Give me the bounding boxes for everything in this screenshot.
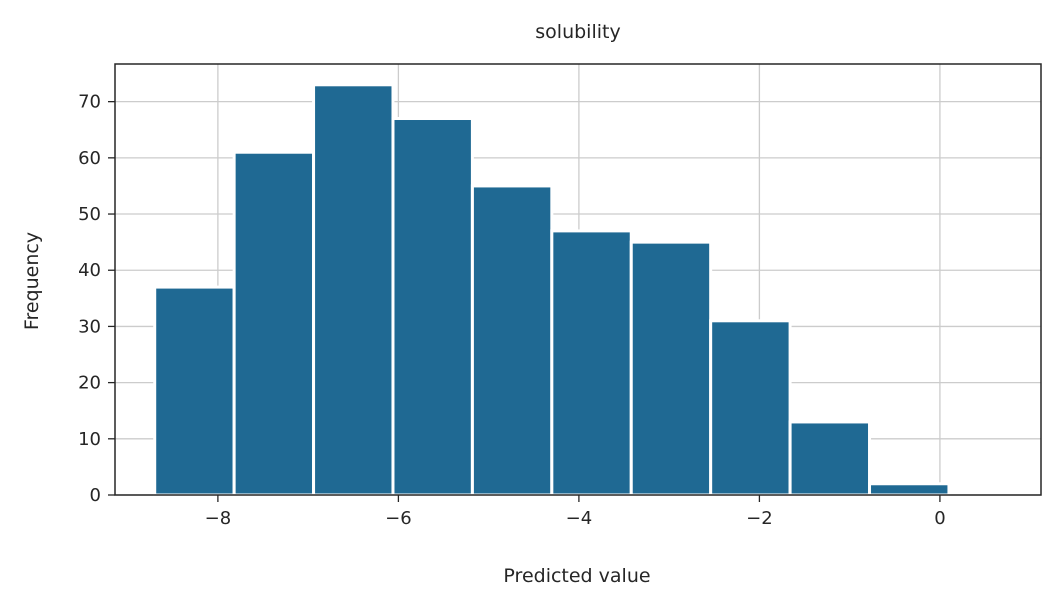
x-tick-label: −2 (746, 508, 773, 529)
plot-frame (114, 63, 1042, 496)
histogram-bar (788, 420, 872, 497)
histogram-bar (868, 482, 951, 497)
histogram-bar (312, 83, 395, 497)
histogram-bar (629, 240, 713, 497)
x-tick-label: −6 (385, 508, 412, 529)
x-tick-label: −8 (205, 508, 232, 529)
x-axis-label: Predicted value (503, 565, 650, 587)
y-axis-label: Frequency (21, 232, 43, 330)
histogram-bar (470, 184, 554, 497)
histogram-bars (153, 83, 951, 497)
histogram-bar (709, 319, 792, 497)
x-tick-label: −4 (566, 508, 593, 529)
axis-ticks: −8 −6 −4 −2 0 0 10 20 30 40 50 60 70 (78, 92, 946, 529)
y-tick-label: 60 (78, 148, 101, 169)
chart-title: solubility (535, 21, 620, 43)
y-tick-label: 40 (78, 260, 101, 281)
y-tick-label: 50 (78, 204, 101, 225)
y-tick-label: 30 (78, 316, 101, 337)
x-tick-label: 0 (934, 508, 945, 529)
y-tick-label: 70 (78, 92, 101, 113)
histogram-bar (550, 229, 633, 497)
histogram-bar (153, 285, 236, 497)
histogram-bar (232, 150, 316, 497)
y-tick-label: 0 (90, 485, 101, 506)
histogram-bar (391, 117, 474, 497)
y-tick-label: 10 (78, 429, 101, 450)
y-tick-label: 20 (78, 373, 101, 394)
